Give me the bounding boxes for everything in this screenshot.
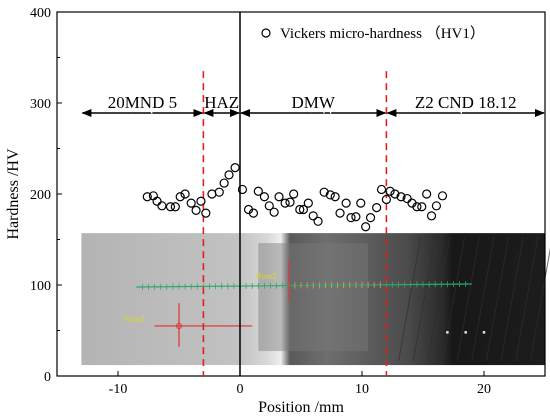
data-point [330,192,340,202]
data-points [142,163,448,232]
data-point [431,201,442,211]
data-point [248,208,259,218]
zone-label: 20MND 5 [108,93,177,112]
data-point [152,196,162,206]
data-point [224,170,234,180]
data-point [295,204,305,215]
data-point [175,192,185,202]
texture-stripe [485,237,509,362]
y-tick-label: 200 [30,188,51,203]
data-point [325,190,335,200]
data-point [196,196,206,206]
data-point [219,178,229,188]
data-point [303,198,313,208]
data-point [356,198,366,208]
x-tick-label: -10 [109,382,128,397]
data-point [191,205,201,215]
data-point [308,211,318,221]
data-point [361,222,371,232]
data-point [157,201,167,211]
indent-dot [482,330,486,334]
texture-stripe [412,237,436,362]
x-tick-label: 20 [477,382,491,397]
texture-stripe [427,237,451,362]
data-point [207,189,217,199]
data-point [351,212,361,222]
weld-zone-shade [258,243,369,352]
zone-annotations: 20MND 5 HAZ DMW Z2 CND 18.12 [81,90,545,118]
texture-stripe [442,237,466,362]
data-point [341,198,351,208]
data-point [237,184,248,195]
data-point [381,194,391,205]
micrograph-inset: Row3 Row2 [81,233,550,366]
texture-stripe [515,237,539,362]
y-axis-ticks: 0 100 200 300 400 [30,6,62,385]
data-point [165,202,176,212]
data-point [402,193,412,204]
data-point [319,187,329,197]
y-tick-label: 100 [30,279,51,294]
row2-center [176,322,182,329]
data-point [390,189,400,199]
y-tick-label: 300 [30,97,51,112]
data-point [264,201,274,211]
zone-label: Z2 CND 18.12 [415,93,517,112]
data-point [313,216,323,226]
zone-label: HAZ [204,93,239,112]
legend-label: Vickers micro-hardness （HV1） [280,25,485,42]
data-point [335,208,345,218]
indent-dot [446,330,449,334]
data-point [280,198,290,208]
data-point [285,197,295,207]
legend-marker [261,28,271,38]
data-point [385,186,395,196]
y-axis-label: Hardness /HV [5,148,22,240]
x-axis-label: Position /mm [258,399,344,416]
data-point [180,189,190,199]
texture-stripe [398,237,422,362]
data-point [253,186,263,196]
data-point [376,184,387,195]
x-tick-label: 0 [237,382,244,397]
data-point [269,207,279,217]
data-point [186,198,196,208]
data-point [298,204,309,215]
data-point [346,213,356,223]
row2-label: Row2 [124,315,145,324]
row3-label: Row3 [256,272,277,281]
data-point [396,192,406,202]
indent-dot [464,330,468,334]
data-point [274,192,284,202]
y-tick-label: 400 [30,6,51,21]
data-point [422,189,432,199]
data-point [372,203,382,213]
data-point [214,187,224,197]
x-tick-label: 10 [355,382,369,397]
zone-boundaries [202,12,388,376]
data-point [417,202,427,212]
y-tick-label: 0 [44,370,51,385]
data-point [142,192,152,202]
row3-line [136,283,472,288]
texture-stripe [456,237,480,362]
data-point [201,208,211,218]
data-point [170,202,180,212]
x-axis-ticks: -10 0 10 20 [109,371,491,397]
texture-stripe [529,247,550,362]
data-point [259,192,269,202]
data-point [412,202,422,212]
data-point [437,191,448,201]
data-point [230,163,240,173]
data-point [365,213,376,223]
texture-stripe [471,237,495,362]
data-point [426,211,437,221]
texture-stripe [500,237,524,362]
zone-label: DMW [291,93,335,112]
legend: Vickers micro-hardness （HV1） [261,25,485,42]
data-point [289,189,299,199]
